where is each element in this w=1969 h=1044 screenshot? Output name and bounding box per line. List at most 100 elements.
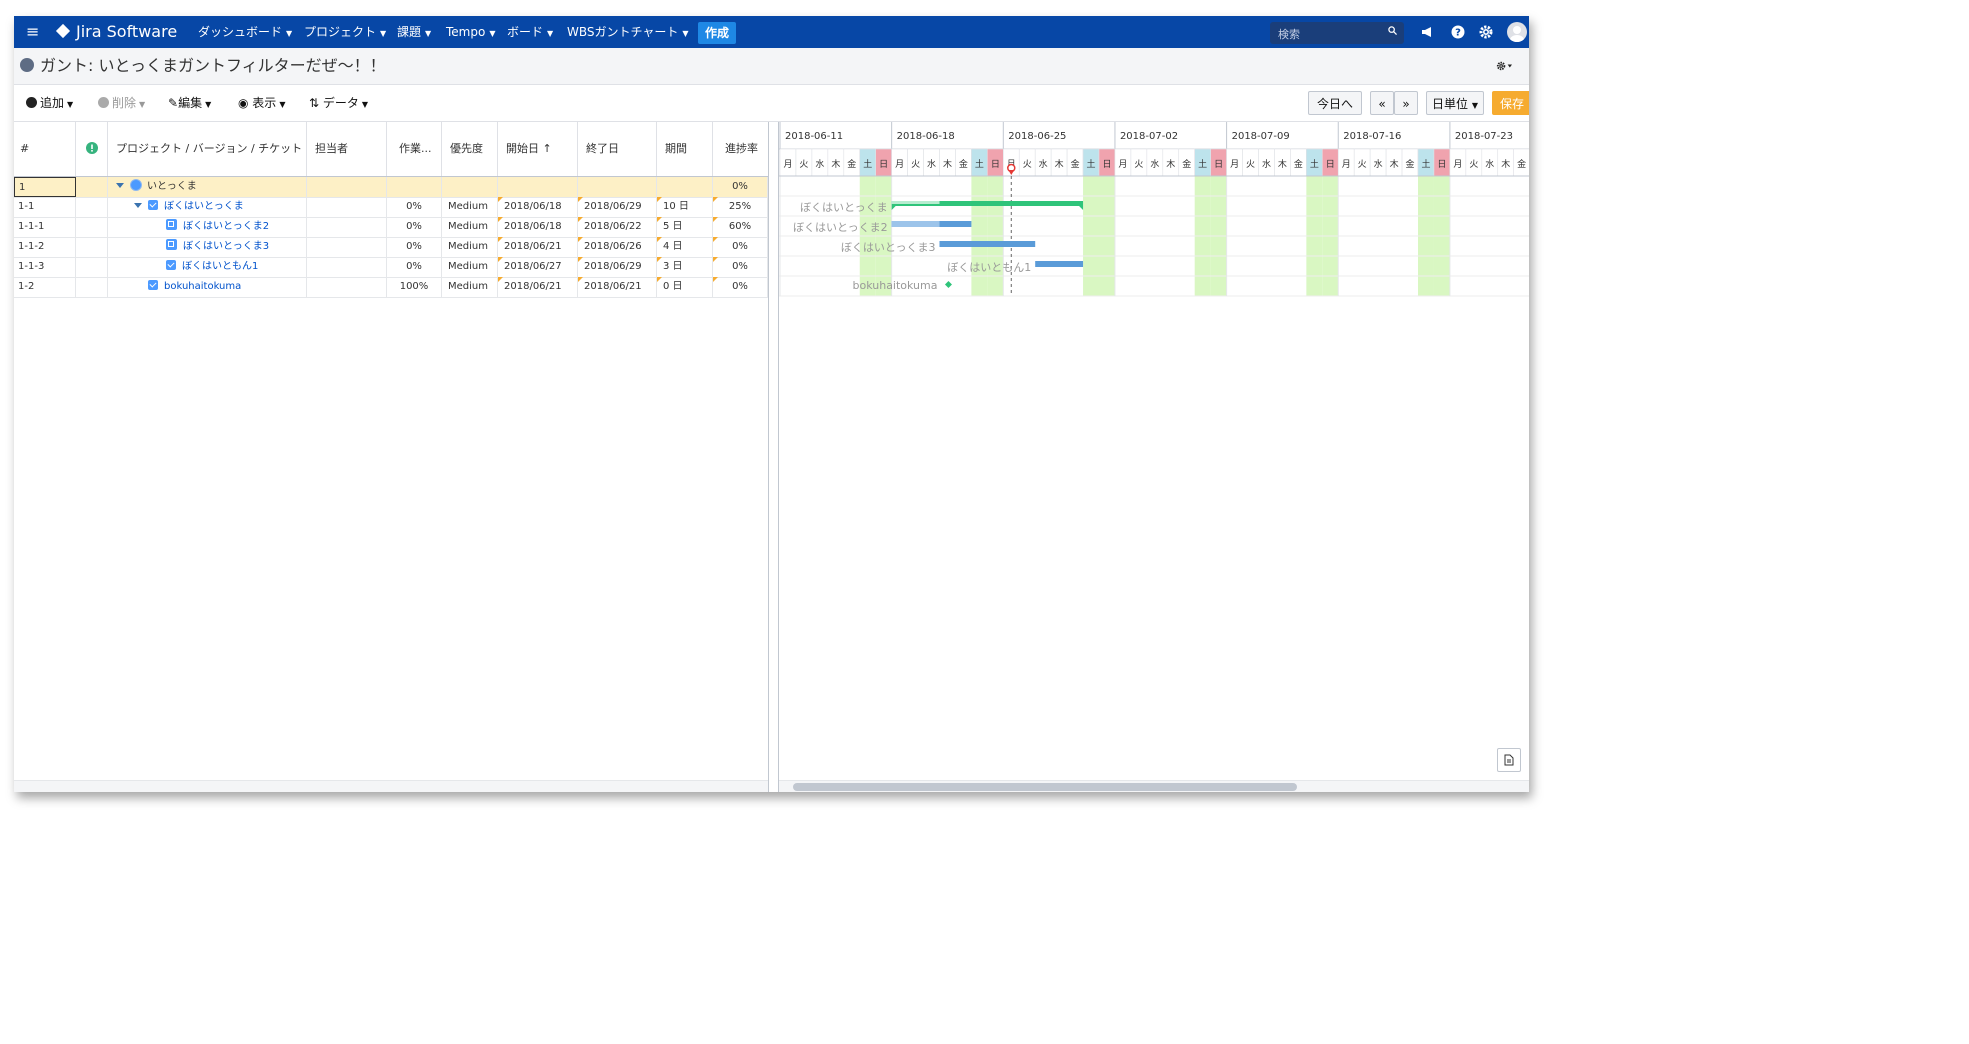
help-icon[interactable]: ? bbox=[1450, 24, 1466, 40]
cell-end: 2018/06/26 bbox=[578, 237, 657, 257]
day-label: 金 bbox=[1517, 158, 1526, 170]
cell-end bbox=[578, 177, 657, 197]
user-avatar[interactable] bbox=[1507, 22, 1527, 42]
table-row[interactable]: 1 いとっくま 0% bbox=[14, 177, 768, 198]
settings-icon[interactable] bbox=[1478, 24, 1494, 40]
day-label: 日 bbox=[1326, 159, 1335, 170]
day-label: 火 bbox=[911, 159, 920, 170]
cell-duration bbox=[657, 177, 713, 197]
cell-priority: Medium bbox=[442, 257, 498, 277]
delete-menu-button[interactable]: 削除 ▼ bbox=[98, 96, 145, 112]
table-row[interactable]: 1-1 ぼくはいとっくま 0% Medium 2018/06/18 2018/06/29 1… bbox=[14, 197, 768, 218]
cell-num: 1-1-1 bbox=[14, 217, 76, 237]
cell-start: 2018/06/27 bbox=[498, 257, 578, 277]
summary-bar[interactable] bbox=[891, 201, 1084, 206]
nav-item-2[interactable]: 課題 ▼ bbox=[397, 25, 432, 39]
alert-icon bbox=[85, 142, 98, 154]
table-row[interactable]: 1-1-2 ぼくはいとっくま3 0% Medium 2018/06/21 2018/06/… bbox=[14, 237, 768, 258]
menu-icon[interactable]: ≡ bbox=[26, 22, 40, 41]
prev-period-button[interactable]: « bbox=[1370, 91, 1394, 115]
day-label: 土 bbox=[1421, 158, 1430, 170]
task-bar[interactable] bbox=[939, 241, 1036, 247]
col-header-number[interactable]: # bbox=[14, 122, 76, 176]
today-button[interactable]: 今日へ bbox=[1308, 91, 1362, 115]
gantt-scroll-thumb[interactable] bbox=[793, 783, 1297, 791]
export-button[interactable] bbox=[1497, 748, 1521, 772]
cell-priority: Medium bbox=[442, 277, 498, 297]
user-icon bbox=[1510, 26, 1524, 42]
table-row[interactable]: 1-1-1 ぼくはいとっくま2 0% Medium 2018/06/18 2018/06/… bbox=[14, 217, 768, 238]
day-label: 金 bbox=[1071, 158, 1080, 170]
col-header-alert[interactable] bbox=[76, 122, 108, 176]
col-header-end[interactable]: 終了日 bbox=[578, 122, 657, 176]
summary-bar-cap bbox=[891, 206, 896, 210]
cell-duration: 4 日 bbox=[657, 237, 713, 257]
cell-start: 2018/06/18 bbox=[498, 217, 578, 237]
bar-label: ぼくはいとっくま bbox=[799, 201, 888, 214]
megaphone-icon[interactable] bbox=[1420, 24, 1436, 40]
cell-name[interactable]: ぼくはいとっくま bbox=[108, 197, 307, 217]
table-row[interactable]: 1-2 bokuhaitokuma 100% Medium 2018/06/21 2018… bbox=[14, 277, 768, 298]
grid-horizontal-scrollbar[interactable] bbox=[14, 780, 768, 792]
save-button[interactable]: 保存 bbox=[1492, 91, 1529, 115]
nav-item-1[interactable]: プロジェクト ▼ bbox=[304, 25, 387, 39]
next-period-button[interactable]: » bbox=[1394, 91, 1418, 115]
col-header-work[interactable]: 作業... bbox=[387, 122, 442, 176]
nav-item-5[interactable]: WBSガントチャート ▼ bbox=[567, 25, 689, 39]
task-icon bbox=[148, 200, 158, 210]
cell-start: 2018/06/21 bbox=[498, 237, 578, 257]
cell-end: 2018/06/21 bbox=[578, 277, 657, 297]
col-header-progress[interactable]: 進捗率 bbox=[725, 142, 758, 155]
cell-progress: 0% bbox=[713, 257, 768, 277]
cell-name[interactable]: いとっくま bbox=[108, 177, 307, 197]
cell-name[interactable]: ぼくはいとっくま2 bbox=[108, 217, 307, 237]
cell-progress: 0% bbox=[713, 177, 768, 197]
day-label: 木 bbox=[1390, 158, 1399, 170]
day-label: 木 bbox=[831, 158, 840, 170]
editable-marker bbox=[713, 237, 718, 242]
edit-menu-button[interactable]: ✎編集 ▼ bbox=[168, 96, 212, 110]
add-menu-button[interactable]: 追加 ▼ bbox=[26, 96, 73, 112]
cell-duration: 0 日 bbox=[657, 277, 713, 297]
cell-name[interactable]: bokuhaitokuma bbox=[108, 277, 307, 297]
col-header-assignee[interactable]: 担当者 bbox=[307, 122, 387, 176]
col-header-start[interactable]: 開始日 ↑ bbox=[498, 122, 578, 176]
app-logo[interactable]: Jira Software bbox=[55, 22, 177, 42]
search-input[interactable]: 検索 bbox=[1278, 28, 1300, 41]
day-label: 火 bbox=[1469, 159, 1478, 170]
milestone-diamond[interactable] bbox=[944, 281, 952, 288]
cell-name[interactable]: ぼくはいとっくま3 bbox=[108, 237, 307, 257]
task-bar[interactable] bbox=[1035, 261, 1084, 267]
time-unit-select[interactable]: 日単位 ▼ bbox=[1426, 91, 1484, 115]
collapse-toggle-icon[interactable] bbox=[134, 203, 142, 208]
cell-work: 0% bbox=[387, 197, 442, 217]
nav-item-0[interactable]: ダッシュボード ▼ bbox=[198, 25, 293, 39]
editable-marker bbox=[578, 277, 583, 282]
search-box[interactable]: 検索 bbox=[1270, 22, 1404, 44]
collapse-toggle-icon[interactable] bbox=[116, 183, 124, 188]
cell-priority: Medium bbox=[442, 237, 498, 257]
page-settings-icon[interactable] bbox=[1496, 58, 1512, 74]
nav-item-4[interactable]: ボード ▼ bbox=[507, 25, 554, 39]
day-label: 金 bbox=[847, 158, 856, 170]
cell-name[interactable]: ぼくはいともん1 bbox=[108, 257, 307, 277]
cell-num: 1-1-2 bbox=[14, 237, 76, 257]
cell-start: 2018/06/21 bbox=[498, 277, 578, 297]
table-row[interactable]: 1-1-3 ぼくはいともん1 0% Medium 2018/06/27 2018/06/2… bbox=[14, 257, 768, 278]
chevron-down-icon: ▼ bbox=[489, 29, 496, 38]
create-button[interactable]: 作成 bbox=[698, 22, 736, 44]
day-label: 土 bbox=[975, 158, 984, 170]
col-header-duration[interactable]: 期間 bbox=[657, 122, 713, 176]
view-menu-button[interactable]: ◉ 表示 ▼ bbox=[238, 96, 286, 110]
data-menu-button[interactable]: ⇅ データ ▼ bbox=[309, 96, 369, 110]
day-label: 月 bbox=[1230, 159, 1239, 170]
col-header-priority[interactable]: 優先度 bbox=[442, 122, 498, 176]
editable-marker bbox=[713, 257, 718, 262]
cell-progress: 0% bbox=[713, 237, 768, 257]
cell-work: 0% bbox=[387, 237, 442, 257]
eye-icon: ◉ bbox=[238, 96, 253, 110]
nav-item-3[interactable]: Tempo ▼ bbox=[446, 25, 496, 39]
gantt-horizontal-scrollbar[interactable] bbox=[779, 780, 1529, 792]
col-header-name[interactable]: プロジェクト / バージョン / チケット bbox=[108, 122, 307, 176]
cell-progress: 60% bbox=[713, 217, 768, 237]
